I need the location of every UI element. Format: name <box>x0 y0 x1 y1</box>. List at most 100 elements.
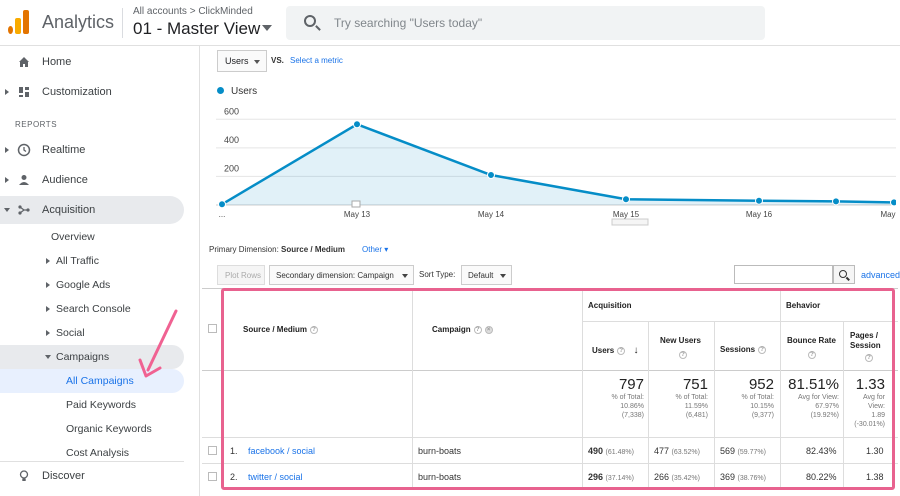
column-header-bounce-rate[interactable]: Bounce Rate ? <box>787 336 836 359</box>
sidebar-item-all-traffic[interactable]: All Traffic <box>0 249 184 273</box>
table-divider <box>780 288 781 490</box>
table-search-input[interactable] <box>734 265 833 284</box>
help-icon[interactable]: ? <box>865 353 873 362</box>
help-icon[interactable]: ? <box>617 346 626 355</box>
vs-label: VS. <box>271 56 284 65</box>
totals-caption: 10.15% <box>750 403 774 410</box>
column-header-source-medium[interactable]: Source / Medium? <box>243 325 319 334</box>
account-breadcrumb[interactable]: All accounts > ClickMinded <box>133 6 253 17</box>
row-checkbox[interactable] <box>208 446 217 455</box>
totals-caption: Avg for <box>862 394 885 401</box>
advanced-filter-link[interactable]: advanced <box>861 270 900 280</box>
metric-select[interactable]: Users <box>217 50 267 72</box>
cell-percent: (61.48%) <box>605 449 634 456</box>
row-number: 1. <box>230 446 238 456</box>
help-icon[interactable]: ? <box>808 350 816 359</box>
sidebar-item-label: Social <box>56 327 85 339</box>
totals-caption: (6,481) <box>685 412 708 419</box>
clock-icon <box>17 143 31 157</box>
chevron-down-icon[interactable] <box>262 25 272 31</box>
y-tick-label: 200 <box>224 163 239 173</box>
analytics-logo-icon[interactable] <box>8 10 30 34</box>
header-label: Campaign <box>432 325 471 334</box>
sidebar-item-google-ads[interactable]: Google Ads <box>0 273 184 297</box>
sort-descending-icon[interactable]: ↓ <box>633 345 639 356</box>
sidebar-item-label: Discover <box>42 470 85 482</box>
row-number: 2. <box>230 472 238 482</box>
person-icon <box>17 173 31 187</box>
cell-value: 266 <box>654 472 670 482</box>
column-header-sessions[interactable]: Sessions? <box>720 345 767 354</box>
y-tick-label: 600 <box>224 106 239 116</box>
chevron-down-icon <box>4 208 10 212</box>
group-header-behavior: Behavior <box>786 301 821 310</box>
sidebar-item-search-console[interactable]: Search Console <box>0 297 184 321</box>
sidebar-item-realtime[interactable]: Realtime <box>0 136 184 164</box>
help-icon[interactable]: ? <box>473 325 482 334</box>
select-metric-link[interactable]: Select a metric <box>290 56 343 65</box>
row-campaign: burn-boats <box>418 472 462 482</box>
row-new-users: 477 (63.52%) <box>654 446 700 456</box>
view-selector[interactable]: 01 - Master View <box>133 19 261 38</box>
column-header-new-users[interactable]: New Users ? <box>660 336 701 359</box>
sort-type-select[interactable]: Default <box>461 265 512 285</box>
totals-new-users: 751 % of Total: 11.59% (6,481) <box>652 376 708 420</box>
cell-value: 569 <box>720 446 736 456</box>
chevron-right-icon <box>46 306 50 312</box>
sidebar-item-overview[interactable]: Overview <box>0 225 184 249</box>
sidebar-item-campaigns[interactable]: Campaigns <box>0 345 184 369</box>
range-handle <box>611 218 649 226</box>
header-label: Sessions <box>720 345 756 354</box>
column-header-pages-session[interactable]: Pages / Session ? <box>850 331 892 363</box>
metric-select-value: Users <box>225 56 249 66</box>
search-input[interactable] <box>334 14 734 32</box>
header-divider <box>122 8 123 38</box>
sidebar-item-all-campaigns[interactable]: All Campaigns <box>0 369 184 393</box>
sidebar-item-paid-keywords[interactable]: Paid Keywords <box>0 393 184 417</box>
table-divider <box>582 321 898 322</box>
row-checkbox[interactable] <box>208 472 217 481</box>
table-divider <box>843 321 844 490</box>
sidebar-item-acquisition[interactable]: Acquisition <box>0 196 184 224</box>
cell-percent: (37.14%) <box>605 475 634 482</box>
secondary-dimension-select[interactable]: Secondary dimension: Campaign <box>269 265 414 285</box>
data-point <box>832 197 840 206</box>
table-search-button[interactable] <box>833 265 855 284</box>
help-icon[interactable]: ? <box>758 345 767 354</box>
x-tick-label: May 15 <box>613 210 640 219</box>
row-source-link[interactable]: twitter / social <box>248 472 303 482</box>
totals-caption: (-30.01%) <box>854 421 885 428</box>
totals-sessions: 952 % of Total: 10.15% (9,377) <box>718 376 774 420</box>
other-dimension-link[interactable]: Other ▾ <box>362 245 389 254</box>
data-point <box>353 120 361 129</box>
search-bar[interactable] <box>286 6 765 40</box>
totals-caption: 67.97% <box>815 403 839 410</box>
sidebar-item-label: Paid Keywords <box>66 399 137 411</box>
remove-dimension-icon[interactable]: × <box>484 325 493 334</box>
range-handle <box>351 200 361 208</box>
sidebar-item-customization[interactable]: Customization <box>0 78 184 106</box>
primary-dim-value[interactable]: Source / Medium <box>281 245 346 254</box>
column-header-campaign[interactable]: Campaign? × <box>432 325 493 334</box>
totals-bounce-rate: 81.51% Avg for View: 67.97% (19.92%) <box>783 376 839 420</box>
sidebar-item-social[interactable]: Social <box>0 321 184 345</box>
plot-rows-button[interactable]: Plot Rows <box>217 265 265 285</box>
row-campaign: burn-boats <box>418 446 462 456</box>
sidebar-item-discover[interactable]: Discover <box>0 461 184 489</box>
table-divider <box>202 463 898 464</box>
sidebar-item-organic-keywords[interactable]: Organic Keywords <box>0 417 184 441</box>
chevron-right-icon <box>46 330 50 336</box>
select-all-checkbox[interactable] <box>208 324 217 333</box>
column-header-users[interactable]: Users? ↓ <box>592 345 638 356</box>
sidebar-item-home[interactable]: Home <box>0 48 184 76</box>
sidebar-item-cost-analysis[interactable]: Cost Analysis <box>0 441 184 465</box>
app-title: Analytics <box>42 12 115 32</box>
sidebar-item-audience[interactable]: Audience <box>0 166 184 194</box>
row-pages-session: 1.30 <box>866 446 884 456</box>
row-source-link[interactable]: facebook / social <box>248 446 316 456</box>
data-point <box>218 200 226 209</box>
acquisition-icon <box>17 203 31 217</box>
help-icon[interactable]: ? <box>679 350 687 359</box>
help-icon[interactable]: ? <box>310 325 319 334</box>
sidebar: Home Customization REPORTS Realtime Audi… <box>0 46 200 496</box>
